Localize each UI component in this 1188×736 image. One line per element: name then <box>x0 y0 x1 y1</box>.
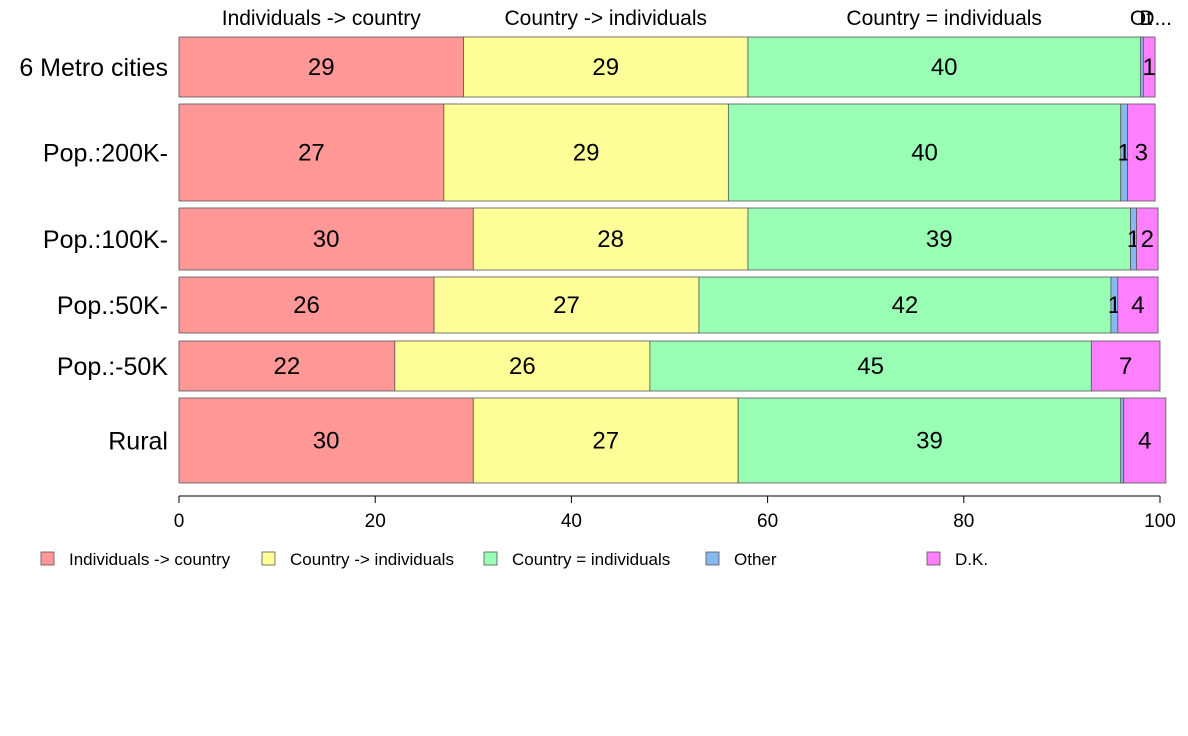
legend-label: Individuals -> country <box>69 550 231 569</box>
legend-swatch <box>926 551 941 566</box>
x-tick-label: 100 <box>1144 511 1176 532</box>
x-tick-label: 80 <box>953 511 974 532</box>
bar-segment-5-row-6 <box>1123 397 1167 484</box>
category-label: Rural <box>108 428 168 456</box>
data-label: 26 <box>293 292 320 319</box>
bar-segment-2-row-3 <box>472 207 749 271</box>
bar-segment-2-row-2 <box>443 103 729 202</box>
bars: 29 29 40 127 29 40 1 330 28 39 1 226 27 42 1 422 26 45 730… <box>178 36 1167 484</box>
data-label: 29 <box>592 54 619 81</box>
data-label: 40 <box>931 54 958 81</box>
bar-segment-5-row-4 <box>1117 276 1159 334</box>
data-label: 22 <box>274 353 301 380</box>
bar-segment-1-row-6 <box>178 397 474 484</box>
data-label: 45 <box>857 353 884 380</box>
data-label: 30 <box>313 428 340 455</box>
data-label: 4 <box>1131 292 1144 319</box>
top-series-label: D... <box>1139 7 1172 30</box>
bar-segment-4-row-6 <box>1120 397 1125 484</box>
legend-swatch <box>705 551 720 566</box>
data-label: 30 <box>313 226 340 253</box>
category-label: Pop.:50K- <box>57 292 168 320</box>
bar-segment-3-row-6 <box>737 397 1122 484</box>
category-label: 6 Metro cities <box>19 54 168 82</box>
legend-swatch <box>483 551 498 566</box>
legend-swatch <box>40 551 55 566</box>
data-label: 2 <box>1141 226 1154 253</box>
data-label: 3 <box>1135 140 1148 167</box>
bar-segment-2-row-5 <box>394 340 651 392</box>
bar-segment-3-row-5 <box>649 340 1092 392</box>
data-label: 39 <box>926 226 953 253</box>
bar-segment-1-row-4 <box>178 276 435 334</box>
data-label: 1 <box>1143 54 1156 81</box>
data-label: 27 <box>298 140 325 167</box>
bar-segment-2-row-4 <box>433 276 700 334</box>
data-label: 26 <box>509 353 536 380</box>
top-series-label: Country = individuals <box>846 7 1042 30</box>
bar-segment-3-row-3 <box>747 207 1131 271</box>
bar-segment-2-row-1 <box>463 36 749 98</box>
category-labels: 6 Metro cities Pop.:200K- Pop.:100K- Pop.:5… <box>19 54 168 456</box>
x-axis: 0 20 40 60 80 100 <box>174 495 1176 532</box>
legend-label: Country -> individuals <box>290 550 454 569</box>
bar-segment-5-row-1 <box>1142 36 1156 98</box>
legend: Individuals -> country Country -> individ… <box>40 550 988 569</box>
data-label: 27 <box>553 292 580 319</box>
category-label: Pop.:-50K <box>57 353 169 381</box>
x-tick-label: 60 <box>757 511 778 532</box>
data-label: 29 <box>308 54 335 81</box>
data-label: 39 <box>916 428 943 455</box>
x-tick-label: 40 <box>561 511 582 532</box>
category-label: Pop.:200K- <box>43 140 168 168</box>
top-series-labels: Individuals -> country Country -> individ… <box>222 7 1172 30</box>
data-label: 29 <box>573 140 600 167</box>
data-label: 42 <box>892 292 919 319</box>
data-label: 4 <box>1138 428 1151 455</box>
x-tick-label: 0 <box>174 511 185 532</box>
bar-segment-1-row-2 <box>178 103 445 202</box>
bar-segment-1-row-3 <box>178 207 474 271</box>
x-tick-label: 20 <box>365 511 386 532</box>
bar-segment-5-row-3 <box>1136 207 1159 271</box>
top-series-label: Individuals -> country <box>222 7 422 30</box>
data-label: 28 <box>597 226 624 253</box>
bar-segment-5-row-5 <box>1090 340 1161 392</box>
bar-segment-3-row-2 <box>727 103 1122 202</box>
bar-segment-5-row-2 <box>1127 103 1156 202</box>
data-label: 27 <box>592 428 619 455</box>
legend-label: Country = individuals <box>512 550 670 569</box>
bar-segment-1-row-5 <box>178 340 396 392</box>
data-label: 40 <box>911 140 938 167</box>
legend-swatch <box>261 551 276 566</box>
bar-segment-2-row-6 <box>472 397 739 484</box>
legend-label: D.K. <box>955 550 988 569</box>
category-label: Pop.:100K- <box>43 226 168 254</box>
top-series-label: Ot <box>1130 7 1152 30</box>
data-label: 7 <box>1119 353 1132 380</box>
legend-label: Other <box>734 550 777 569</box>
top-series-label: Country -> individuals <box>504 7 707 30</box>
